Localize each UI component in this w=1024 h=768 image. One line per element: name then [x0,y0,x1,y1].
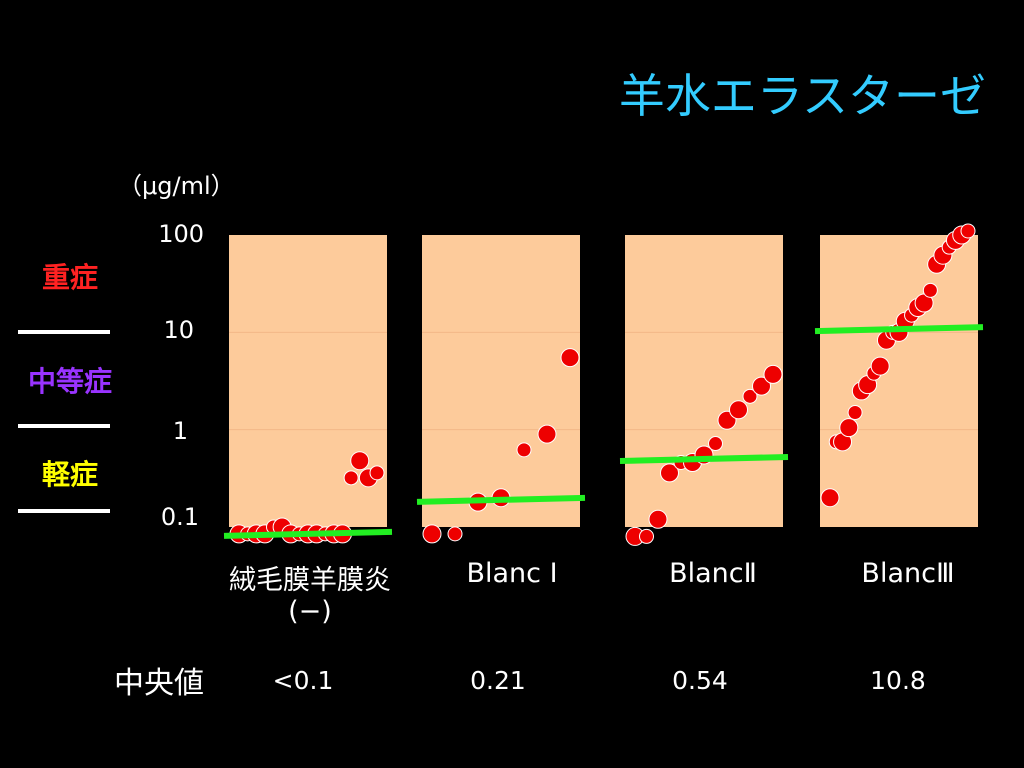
median-line-2 [619,453,789,464]
data-point-3-8 [870,356,890,376]
plot-panel-3 [820,235,978,527]
y-tick-label-1: 1 [172,417,188,445]
data-point-2-10 [742,388,758,404]
severity-label-moderate: 中等症 [27,365,112,398]
data-point-3-3 [839,418,859,438]
data-point-2-2 [648,509,668,529]
y-tick-label-100: 100 [158,220,204,248]
severity-divider-upper [18,330,110,334]
data-point-0-14 [350,451,370,471]
data-point-3-16 [922,282,938,298]
data-point-3-4 [847,405,863,421]
severity-label-mild: 軽症 [41,458,98,491]
x-label-chorioamnionitis: 絨毛膜羊膜炎 [229,565,391,596]
median-value-blanc-1: 0.21 [470,666,526,695]
x-label-blanc-2: BlancⅡ [669,558,757,589]
data-point-3-22 [960,223,976,239]
severity-label-severe: 重症 [41,261,98,294]
data-point-2-3 [660,463,679,483]
severity-divider-lower [18,424,110,428]
chart-title: 羊水エラスターゼ [618,69,986,123]
plot-panel-1 [422,235,580,527]
median-value-chorioamnionitis: <0.1 [272,666,334,695]
data-point-0-16 [369,465,385,481]
median-row-header: 中央値 [114,666,204,701]
median-line-1 [416,494,586,505]
data-point-1-6 [560,348,580,368]
median-value-blanc-2: 0.54 [672,666,728,695]
x-sublabel-negative: (−) [288,596,332,627]
data-point-1-5 [537,424,557,444]
median-line-3 [814,324,984,335]
severity-divider-bottom [18,509,110,513]
data-point-1-0 [422,524,442,544]
data-point-3-0 [820,488,840,508]
data-point-1-1 [447,526,463,542]
median-line-0 [223,528,393,539]
median-value-blanc-3: 10.8 [870,666,926,695]
x-label-blanc-1: Blanc Ⅰ [466,558,558,589]
x-label-blanc-3: BlancⅢ [861,558,955,589]
data-point-2-9 [729,400,748,420]
data-point-0-13 [343,470,359,486]
data-point-2-1 [639,528,654,544]
data-point-1-4 [516,442,532,458]
data-point-2-7 [708,436,723,452]
y-tick-label-10: 10 [163,316,194,344]
y-tick-label-0.1: 0.1 [160,503,199,531]
data-point-2-12 [763,364,783,384]
y-axis-unit-label: （μg/ml） [118,172,235,200]
data-point-2-11 [752,376,771,396]
